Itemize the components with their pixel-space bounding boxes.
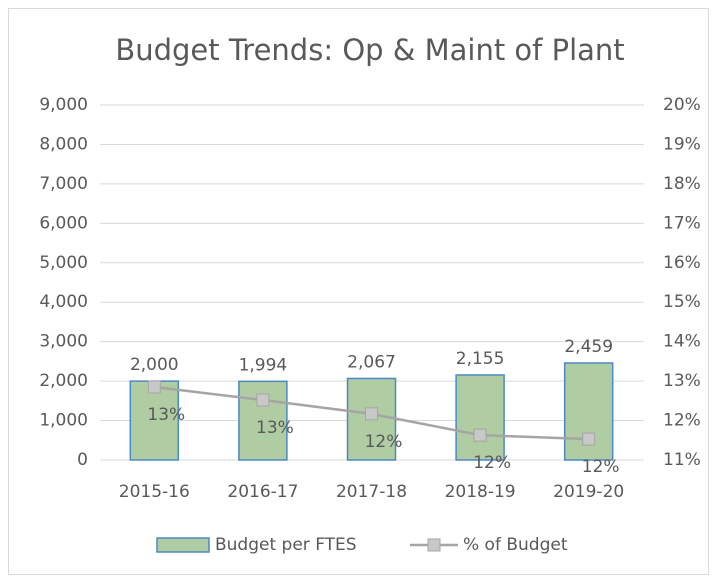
line-value-label: 12% [473, 453, 511, 473]
y2-tick-label: 13% [663, 371, 701, 391]
line-marker [147, 380, 161, 394]
x-tick-label: 2018-19 [445, 482, 516, 502]
y-tick-label: 9,000 [39, 95, 88, 115]
line-value-label: 13% [147, 405, 185, 425]
x-tick-label: 2019-20 [553, 482, 624, 502]
y2-tick-label: 12% [663, 411, 701, 431]
y-tick-label: 3,000 [39, 332, 88, 352]
y-tick-label: 0 [77, 450, 88, 470]
x-tick-label: 2015-16 [119, 482, 190, 502]
y2-tick-label: 19% [663, 134, 701, 154]
chart-title: Budget Trends: Op & Maint of Plant [115, 33, 624, 67]
legend-label: Budget per FTES [215, 535, 357, 555]
chart-border [8, 8, 709, 575]
y-tick-label: 8,000 [39, 134, 88, 154]
bar [455, 374, 505, 461]
y2-tick-label: 18% [663, 174, 701, 194]
y-tick-label: 7,000 [39, 174, 88, 194]
y2-tick-label: 11% [663, 450, 701, 470]
y2-tick-label: 14% [663, 332, 701, 352]
line-marker [256, 393, 270, 407]
bar-value-label: 2,067 [347, 352, 396, 372]
y-tick-label: 5,000 [39, 253, 88, 273]
bar-value-label: 2,000 [130, 355, 179, 375]
line-marker [365, 407, 378, 421]
line-value-label: 13% [256, 418, 294, 438]
legend-marker [427, 538, 441, 552]
y2-tick-label: 20% [663, 95, 701, 115]
bar-value-label: 2,155 [456, 349, 505, 369]
line-value-label: 12% [582, 457, 620, 477]
y2-tick-label: 17% [663, 213, 701, 233]
line-marker [582, 432, 596, 446]
bar-value-label: 2,459 [564, 337, 613, 357]
line-marker [473, 428, 487, 442]
y2-tick-label: 15% [663, 292, 701, 312]
x-tick-label: 2017-18 [336, 482, 407, 502]
x-tick-label: 2016-17 [227, 482, 298, 502]
legend-label: % of Budget [463, 535, 568, 555]
y-tick-label: 4,000 [39, 292, 88, 312]
y-tick-label: 1,000 [39, 411, 88, 431]
line-value-label: 12% [365, 432, 403, 452]
bar-value-label: 1,994 [239, 355, 288, 375]
bar [129, 380, 180, 461]
legend-swatch [156, 537, 210, 553]
y-tick-label: 2,000 [39, 371, 88, 391]
y2-tick-label: 16% [663, 253, 701, 273]
y-tick-label: 6,000 [39, 213, 88, 233]
